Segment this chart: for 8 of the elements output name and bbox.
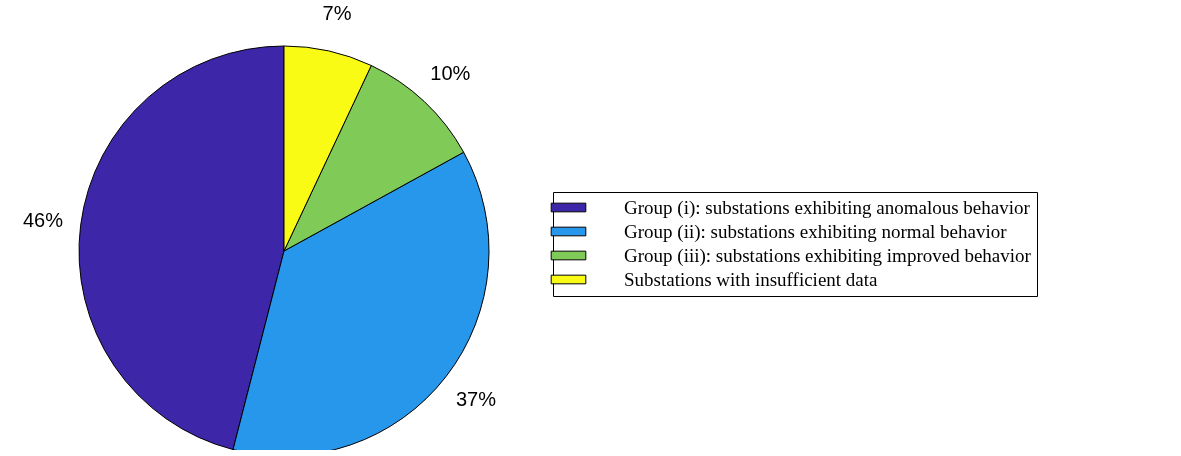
- data-label: 46%: [22, 208, 64, 231]
- data-label: 10%: [430, 61, 471, 84]
- legend-label: Substations with insufficient data: [624, 268, 879, 290]
- legend-label: Group (iii): substations exhibiting improved behavior: [624, 244, 1032, 267]
- legend-label: Group (i): substations exhibiting anomalous behavior: [624, 196, 1031, 219]
- data-label: 7%: [322, 1, 352, 24]
- legend-label: Group (ii): substations exhibiting normal behavior: [624, 220, 1008, 243]
- data-label: 37%: [455, 387, 497, 410]
